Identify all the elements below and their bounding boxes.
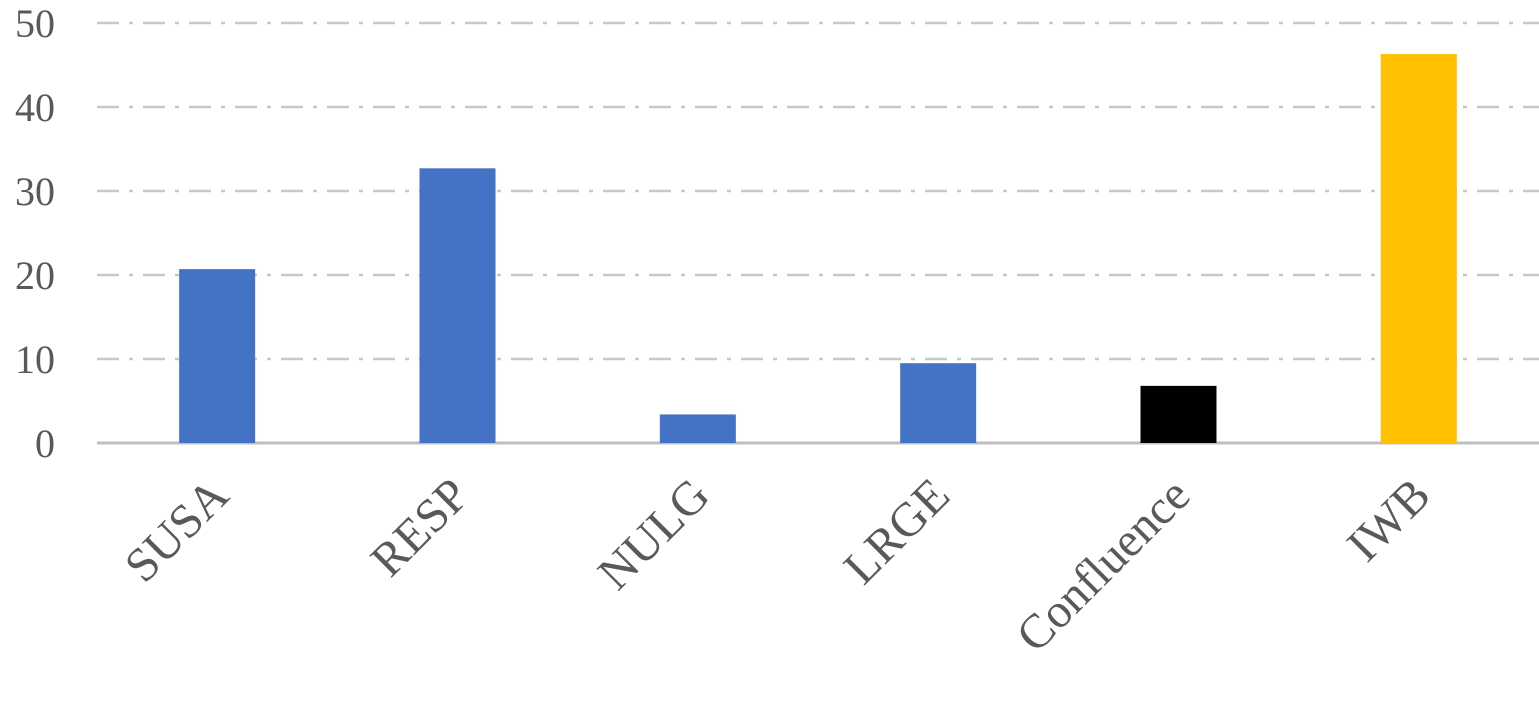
x-tick-label: RESP <box>361 468 480 587</box>
bar <box>1140 385 1217 443</box>
bar <box>179 269 256 443</box>
x-tick-label: NULG <box>588 468 720 600</box>
bar <box>900 363 977 443</box>
x-tick-label: Confluence <box>1006 468 1200 662</box>
x-tick-label: LRGE <box>834 468 960 594</box>
y-tick-label: 20 <box>15 253 55 298</box>
y-tick-label: 50 <box>15 1 55 46</box>
y-tick-label: 30 <box>15 169 55 214</box>
y-tick-label: 0 <box>35 421 55 466</box>
x-tick-label: IWB <box>1337 468 1440 571</box>
bar <box>659 414 736 443</box>
x-tick-label: SUSA <box>115 468 239 592</box>
bar <box>419 168 496 443</box>
y-tick-label: 40 <box>15 85 55 130</box>
bar <box>1380 54 1457 443</box>
y-tick-label: 10 <box>15 337 55 382</box>
